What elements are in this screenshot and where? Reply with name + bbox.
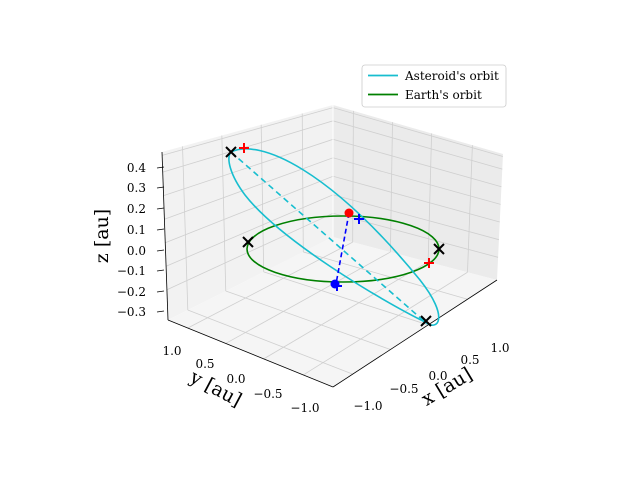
- z-tick-mark: [156, 310, 165, 313]
- z-tick-mark: [156, 228, 165, 231]
- grid-lines: [162, 107, 503, 376]
- x-tick-labels: −1.0 −0.5 0.0 0.5 1.0: [353, 341, 509, 413]
- node-cross-marker: [242, 236, 254, 248]
- z-tick-label: 0.0: [127, 244, 146, 258]
- z-axis-label: z [au]: [91, 209, 113, 263]
- grid-line: [225, 290, 391, 350]
- node-cross-marker: [433, 243, 445, 255]
- grid-line: [352, 110, 354, 243]
- red-plus-marker: [424, 258, 434, 268]
- blue-plus-marker: [354, 214, 364, 224]
- z-tick-mark: [156, 290, 165, 293]
- asteroid-apsis-line: [230, 151, 426, 323]
- legend: Asteroid's orbit Earth's orbit: [361, 64, 507, 108]
- x-tick-label: 1.0: [490, 341, 509, 355]
- z-tick-mark: [156, 249, 165, 252]
- left-pane: [162, 105, 333, 320]
- grid-line: [187, 241, 353, 329]
- y-tick-label: 0.5: [195, 357, 214, 371]
- node-cross-marker: [420, 315, 432, 327]
- z-tick-mark: [156, 207, 165, 210]
- grid-line: [182, 146, 189, 311]
- z-tick-labels: 0.4 0.3 0.2 0.1 0.0 −0.1 −0.2 −0.3: [117, 161, 146, 319]
- z-tick-mark: [156, 269, 165, 272]
- grid-line: [187, 309, 353, 375]
- distance-line: [335, 212, 350, 285]
- y-tick-labels: −1.0 −0.5 0.0 0.5 1.0: [162, 344, 319, 415]
- red-plus-marker: [239, 143, 249, 153]
- y-tick-label: 0.0: [226, 372, 245, 386]
- back-pane: [333, 105, 503, 280]
- z-tick-label: 0.3: [127, 181, 146, 195]
- grid-line: [301, 113, 304, 252]
- z-tick-mark: [156, 186, 165, 189]
- z-tick-label: −0.2: [117, 285, 146, 299]
- legend-label-asteroid: Asteroid's orbit: [404, 69, 499, 83]
- z-tick-mark: [156, 166, 165, 169]
- grid-line: [263, 261, 429, 360]
- orbits: [225, 143, 445, 327]
- x-tick-label: −0.5: [389, 382, 418, 396]
- z-tick-label: −0.1: [117, 264, 146, 278]
- axis-lines: [161, 151, 498, 388]
- tick-marks: [156, 166, 165, 313]
- grid-line: [427, 133, 432, 262]
- grid-line: [303, 271, 468, 376]
- x-tick-label: 0.0: [428, 369, 447, 383]
- asteroid-position-dot: [330, 279, 340, 289]
- x-tick-label: −1.0: [353, 399, 382, 413]
- grid-line: [221, 135, 227, 291]
- grid-line: [303, 251, 468, 300]
- z-tick-label: 0.2: [127, 202, 146, 216]
- z-tick-label: −0.3: [117, 305, 146, 319]
- grid-line: [263, 271, 429, 326]
- y-tick-label: −0.5: [253, 387, 282, 401]
- legend-label-earth: Earth's orbit: [405, 88, 482, 102]
- z-tick-label: 0.1: [127, 223, 146, 237]
- y-tick-label: −1.0: [290, 401, 319, 415]
- z-tick-label: 0.4: [127, 161, 146, 175]
- earth-position-dot: [344, 208, 354, 218]
- grid-line: [390, 122, 393, 253]
- node-cross-marker: [225, 146, 237, 158]
- y-tick-label: 1.0: [162, 344, 181, 358]
- grid-line: [260, 124, 265, 272]
- x-tick-label: 0.5: [460, 353, 479, 367]
- grid-line: [467, 145, 473, 273]
